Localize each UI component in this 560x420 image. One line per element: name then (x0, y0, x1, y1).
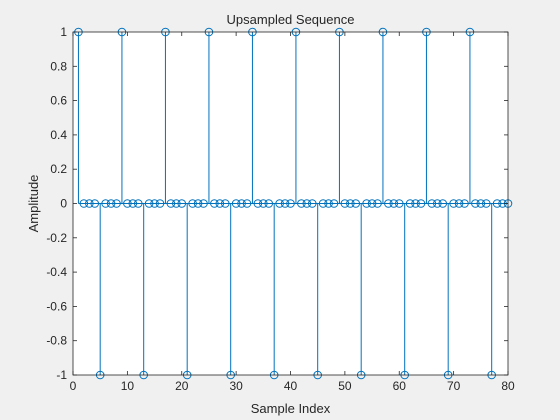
stem-marker (264, 199, 274, 208)
y-tick-label: 1 (60, 25, 67, 39)
stem-marker (150, 199, 159, 208)
stem-marker (210, 199, 219, 208)
y-tick-label: -0.8 (46, 334, 67, 348)
stem-marker (193, 199, 203, 208)
stem-marker (367, 199, 377, 208)
stem-marker (481, 199, 491, 208)
stem-marker (286, 199, 295, 208)
stem-marker (133, 199, 143, 208)
stem-series (77, 32, 508, 375)
stem-marker (411, 199, 420, 208)
stem-marker (362, 199, 371, 208)
stem-marker (460, 199, 469, 208)
x-tick-label: 20 (175, 379, 189, 393)
stem-marker (449, 199, 458, 208)
stem-marker (471, 199, 480, 208)
stem-marker (220, 199, 230, 208)
stem-marker (128, 199, 138, 208)
chart-title: Upsampled Sequence (227, 12, 355, 27)
x-tick-label: 50 (338, 379, 352, 393)
stem-marker (237, 199, 246, 208)
stem-marker (340, 199, 350, 208)
stem-marker (307, 199, 317, 208)
stem-marker (144, 199, 154, 208)
stem-marker (199, 199, 208, 208)
y-axis-ticks: -1 -0.8 -0.6 -0.4 -0.2 0 0.2 0.4 0.6 0.8 1 (46, 25, 508, 382)
stem-marker (416, 199, 426, 208)
y-tick-label: 0.8 (50, 59, 67, 73)
stem-marker (405, 199, 415, 208)
stem-marker (172, 199, 181, 208)
stem-marker (79, 199, 89, 208)
x-tick-label: 80 (501, 379, 515, 393)
stem-marker (280, 199, 290, 208)
y-axis-label: Amplitude (26, 175, 41, 233)
stem-marker (302, 199, 312, 208)
stem-marker (242, 199, 252, 208)
stem-marker (329, 199, 339, 208)
stem-marker (85, 199, 94, 208)
stem-marker (318, 199, 328, 208)
stem-marker (166, 199, 176, 208)
stem-marker (384, 199, 393, 208)
stem-marker (215, 199, 225, 208)
stem-marker (476, 199, 486, 208)
y-tick-label: -0.2 (46, 231, 67, 245)
stem-marker (433, 199, 442, 208)
stem-marker (297, 199, 306, 208)
stem-marker (389, 199, 399, 208)
y-tick-label: 0.6 (50, 94, 67, 108)
x-tick-label: 60 (393, 379, 407, 393)
stem-marker (231, 199, 241, 208)
stem-marker (427, 199, 437, 208)
y-tick-label: 0.2 (50, 162, 67, 176)
x-tick-label: 70 (447, 379, 461, 393)
x-axis-ticks: 0 10 20 30 40 50 60 70 80 (70, 32, 515, 393)
stem-marker (112, 199, 121, 208)
stem-marker (259, 199, 268, 208)
stem-marker (177, 199, 187, 208)
x-tick-label: 0 (70, 379, 77, 393)
x-tick-label: 40 (284, 379, 298, 393)
y-tick-label: -0.4 (46, 265, 67, 279)
stem-marker (351, 199, 361, 208)
stem-marker (90, 199, 100, 208)
y-tick-label: -0.6 (46, 299, 67, 313)
y-tick-label: 0 (60, 197, 67, 211)
y-tick-label: 0.4 (50, 128, 67, 142)
stem-marker (454, 199, 464, 208)
stem-marker (438, 199, 448, 208)
stem-markers (74, 27, 513, 380)
stem-marker (275, 199, 284, 208)
stem-marker (188, 199, 197, 208)
x-tick-label: 30 (229, 379, 243, 393)
stem-marker (373, 199, 382, 208)
stem-marker (101, 199, 110, 208)
stem-marker (155, 199, 165, 208)
stem-marker (492, 199, 502, 208)
y-tick-label: -1 (56, 368, 67, 382)
stem-marker (253, 199, 263, 208)
stem-marker (394, 199, 404, 208)
x-axis-label: Sample Index (251, 401, 331, 416)
stem-marker (106, 199, 116, 208)
x-tick-label: 10 (121, 379, 135, 393)
stem-marker (324, 199, 333, 208)
stem-marker (346, 199, 355, 208)
stem-marker (123, 199, 132, 208)
